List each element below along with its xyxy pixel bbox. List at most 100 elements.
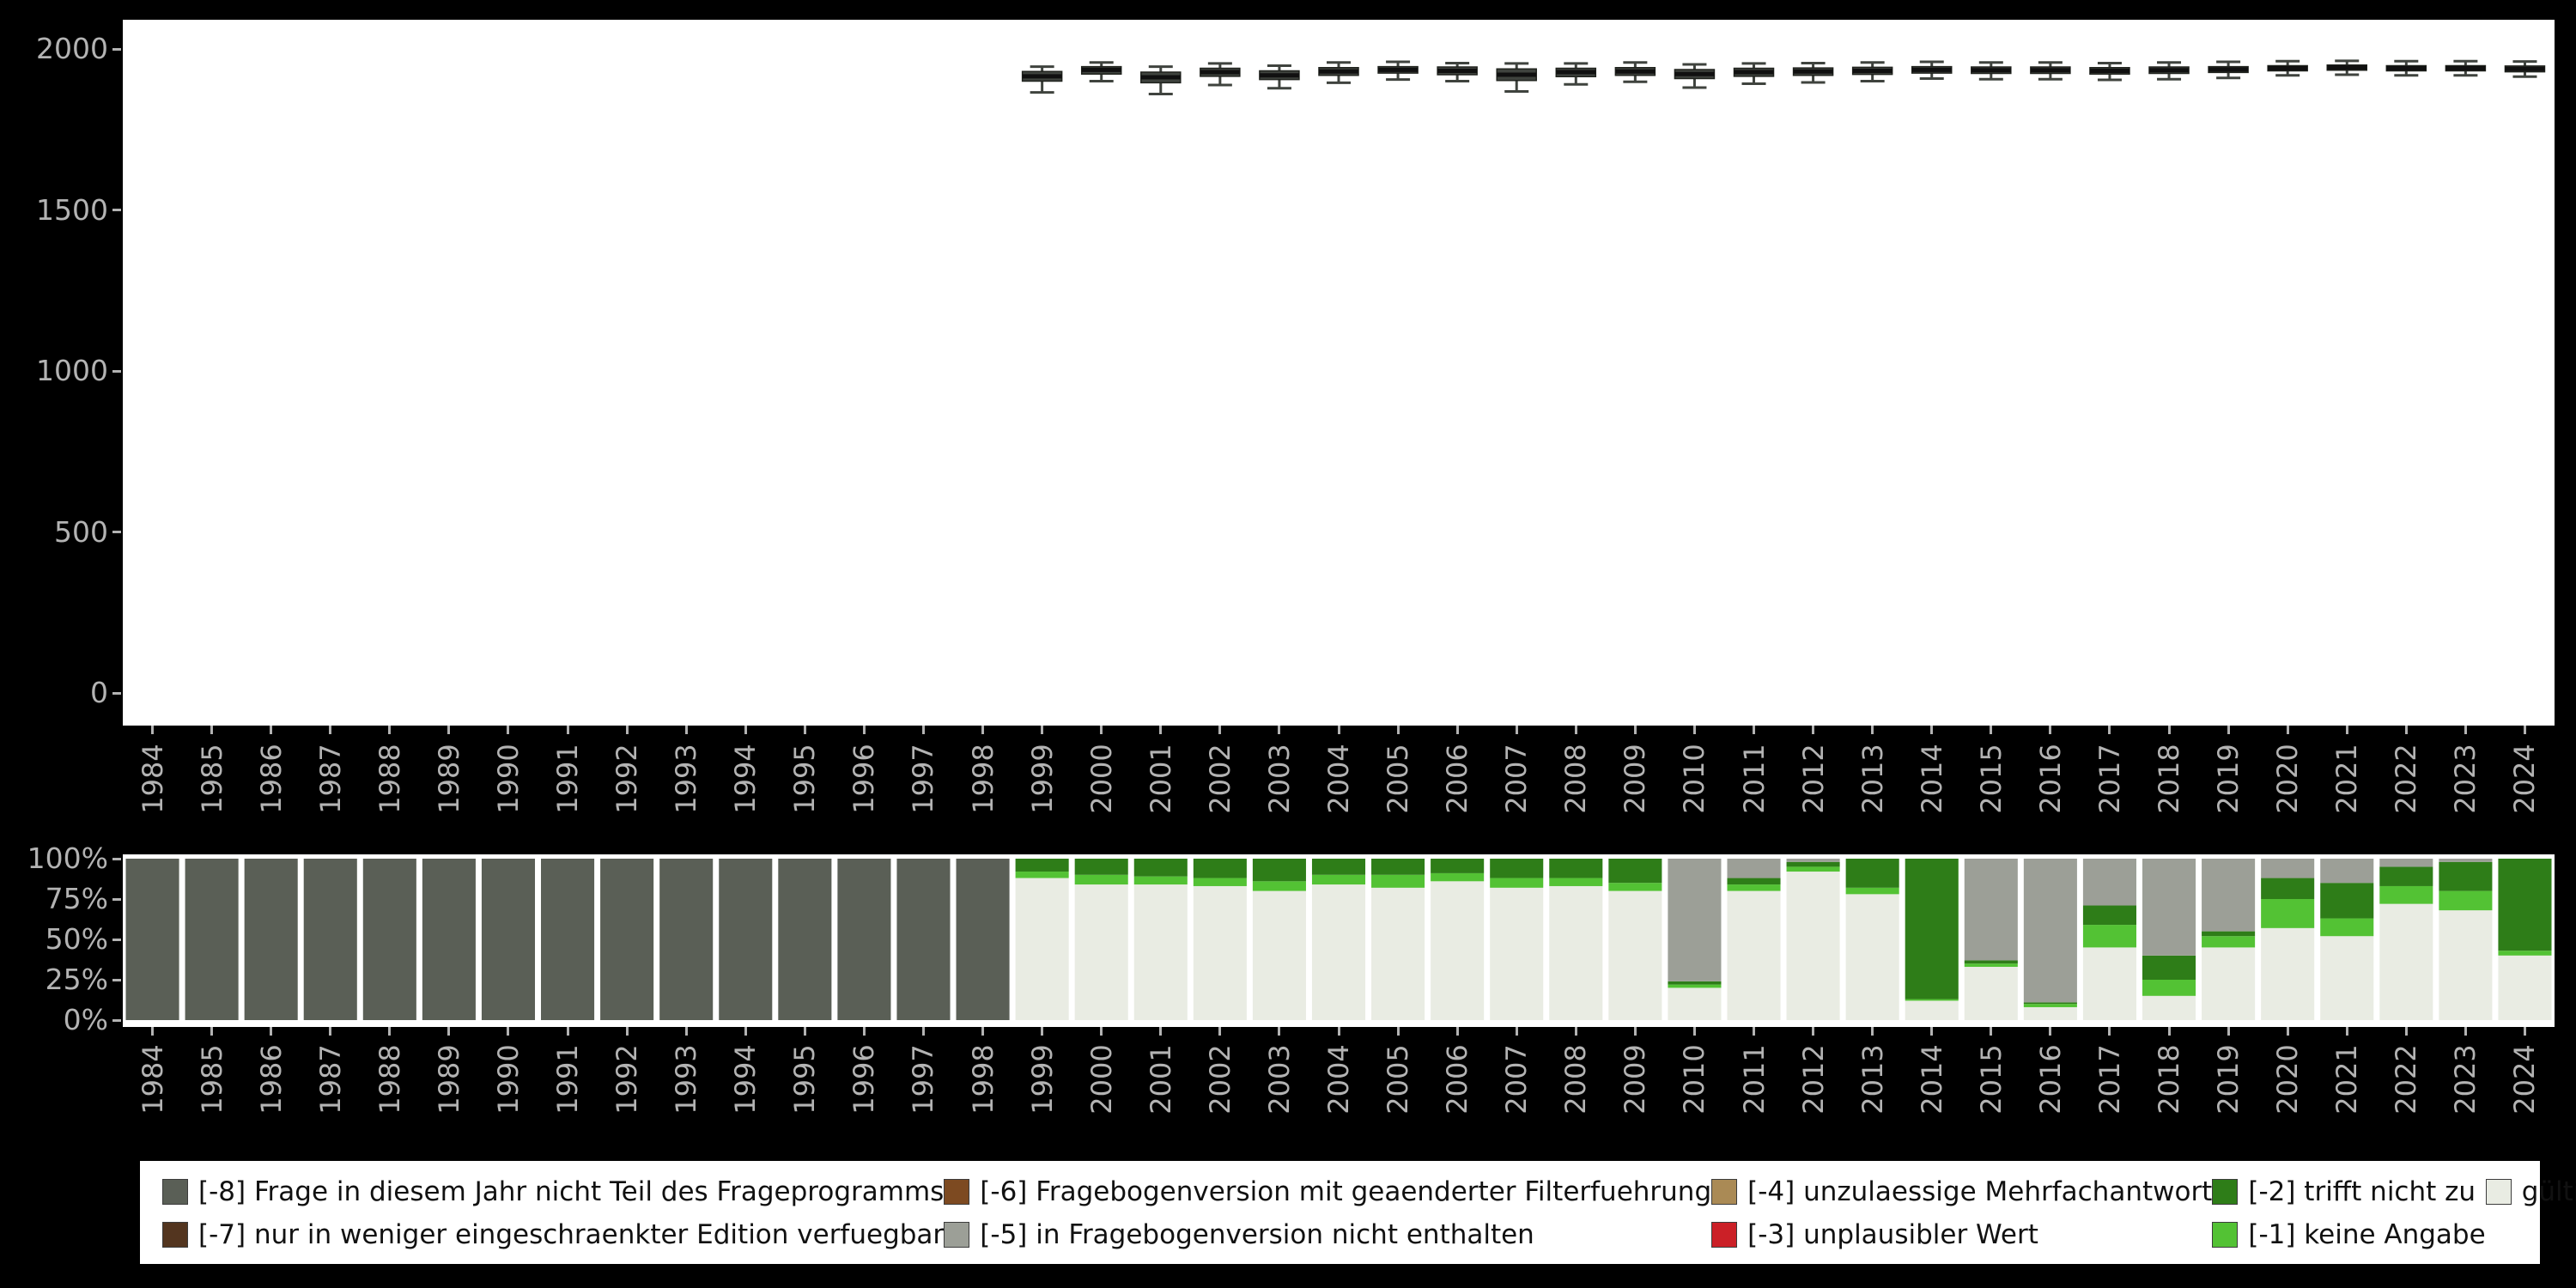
x-axis-tick-mark [862,1027,866,1036]
x-axis-tick-mark [684,726,688,734]
year-tick-label-top: 2013 [1856,744,1889,814]
x-axis-tick-mark [2404,1027,2408,1036]
x-axis-tick-mark [388,1027,392,1036]
x-axis-tick-mark [1812,1027,1815,1036]
legend-swatch-m4 [1711,1179,1738,1205]
percent-tick-label: 25% [45,963,108,996]
legend-column: [-6] Fragebogenversion mit geaenderter F… [944,1175,1711,1252]
x-axis-tick-mark [1515,726,1518,734]
x-axis-tick-mark [1871,726,1874,734]
year-tick-label-top: 2002 [1203,744,1236,814]
year-tick-label-bottom: 2016 [2033,1044,2067,1115]
year-tick-label-bottom: 2017 [2093,1044,2126,1115]
year-tick-label-top: 1988 [373,744,406,814]
x-axis-tick-mark [1100,1027,1103,1036]
x-axis-tick-mark [2108,726,2111,734]
year-tick-label-top: 2008 [1559,744,1593,814]
y-axis-tick-label: 500 [54,514,108,549]
legend-swatch-m3 [1711,1222,1738,1248]
year-tick-label-top: 2004 [1322,744,1355,814]
year-tick-label-top: 1994 [729,744,762,814]
x-axis-tick-mark [921,726,925,734]
year-tick-label-bottom: 2008 [1559,1044,1593,1115]
legend-swatch-m7 [162,1222,188,1248]
year-tick-label-bottom: 1987 [313,1044,347,1115]
x-axis-tick-mark [684,1027,688,1036]
year-tick-label-bottom: 1990 [491,1044,525,1115]
x-axis-tick-mark [1930,1027,1934,1036]
year-tick-label-top: 2011 [1737,744,1771,814]
year-tick-label-bottom: 1992 [611,1044,644,1115]
boxplot-canvas [1021,59,2546,95]
percent-tick-label: 0% [63,1003,108,1036]
legend-swatch-m5 [944,1222,970,1248]
year-tick-label-top: 2009 [1619,744,1652,814]
x-axis-tick-mark [921,1027,925,1036]
x-axis-tick-mark [447,1027,451,1036]
year-tick-label-top: 1995 [788,744,822,814]
legend-swatch-m8 [162,1179,188,1205]
x-axis-tick-mark [1990,726,1993,734]
x-axis-tick-mark [2227,1027,2230,1036]
x-axis-tick-mark [1159,726,1163,734]
y-axis-tick-mark [112,47,121,51]
legend-item-m2: [-2] trifft nicht zu [2212,1175,2485,1209]
missing-values-stacked-bar-panel [123,854,2555,1027]
x-axis-tick-mark [803,1027,806,1036]
x-axis-tick-mark [388,726,392,734]
year-tick-label-top: 2014 [1915,744,1948,814]
year-tick-label-top: 2001 [1144,744,1177,814]
x-axis-tick-mark [151,726,155,734]
legend-item-m7: [-7] nur in weniger eingeschraenkter Edi… [162,1218,944,1252]
x-axis-tick-mark [1990,1027,1993,1036]
x-axis-tick-mark [2523,1027,2526,1036]
x-axis-tick-mark [1100,726,1103,734]
legend-column: [-2] trifft nicht zu [-1] keine Angabe [2212,1175,2486,1252]
x-axis-tick-mark [744,1027,747,1036]
year-tick-label-bottom: 2024 [2508,1044,2542,1115]
percent-tick-mark [112,1018,121,1022]
year-tick-label-bottom: 1997 [907,1044,940,1115]
legend-item-m5: [-5] in Fragebogenversion nicht enthalte… [944,1218,1711,1252]
year-tick-label-top: 1991 [551,744,585,814]
x-axis-tick-mark [1871,1027,1874,1036]
x-axis-tick-mark [981,1027,985,1036]
percent-tick-mark [112,857,121,860]
year-tick-label-top: 2021 [2330,744,2364,814]
x-axis-tick-mark [803,726,806,734]
year-tick-label-top: 2012 [1796,744,1830,814]
x-axis-tick-mark [1396,1027,1400,1036]
year-tick-label-bottom: 2009 [1619,1044,1652,1115]
x-axis-tick-mark [1337,726,1340,734]
legend-item-valid: gültige Observationen [2485,1175,2576,1209]
x-axis-tick-mark [2286,1027,2289,1036]
year-tick-label-bottom: 2015 [1974,1044,2008,1115]
year-tick-label-bottom: 2000 [1084,1044,1118,1115]
legend-swatch-m6 [944,1179,970,1205]
year-tick-label-top: 2015 [1974,744,2008,814]
year-tick-label-top: 1985 [195,744,228,814]
x-axis-tick-mark [1455,1027,1459,1036]
year-tick-label-bottom: 1984 [136,1044,169,1115]
year-tick-label-bottom: 1998 [966,1044,999,1115]
year-tick-label-top: 1992 [611,744,644,814]
year-tick-label-top: 2016 [2033,744,2067,814]
x-axis-tick-mark [210,726,214,734]
x-axis-tick-mark [566,1027,569,1036]
legend-item-m6: [-6] Fragebogenversion mit geaenderter F… [944,1175,1711,1209]
legend-item-m4: [-4] unzulaessige Mehrfachantwort [1711,1175,2212,1209]
boxplot-panel [123,20,2555,726]
y-axis-tick-mark [112,531,121,533]
x-axis-tick-mark [2404,726,2408,734]
x-axis-tick-mark [1574,1027,1577,1036]
percent-tick-label: 75% [45,882,108,915]
x-axis-tick-mark [1515,1027,1518,1036]
legend-label-m7: [-7] nur in weniger eingeschraenkter Edi… [198,1219,945,1250]
year-tick-label-top: 1993 [670,744,703,814]
legend-item-m3: [-3] unplausibler Wert [1711,1218,2212,1252]
year-tick-label-top: 1990 [491,744,525,814]
x-axis-tick-mark [1455,726,1459,734]
year-tick-label-bottom: 1988 [373,1044,406,1115]
year-tick-label-bottom: 2021 [2330,1044,2364,1115]
x-axis-tick-mark [210,1027,214,1036]
